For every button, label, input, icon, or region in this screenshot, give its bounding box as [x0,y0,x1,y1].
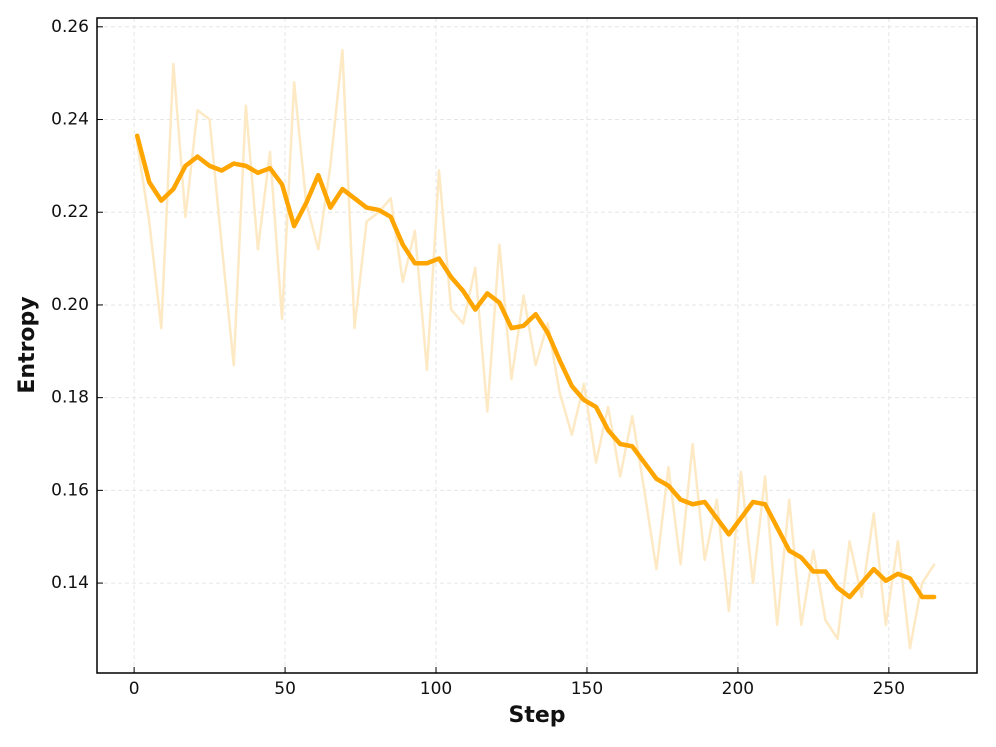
plot-frame [96,17,978,674]
y-tick-label: 0.24 [51,110,89,130]
x-tick-label: 50 [274,679,296,699]
y-tick-label: 0.16 [51,480,89,500]
series-line [134,133,937,600]
x-tick-label: 150 [571,679,603,699]
y-tick-label: 0.14 [51,573,89,593]
x-tick-label: 100 [420,679,452,699]
y-tick-label: 0.26 [51,17,89,37]
x-axis-title: Step [508,703,565,728]
series-line [135,48,936,650]
y-tick-label: 0.22 [51,202,89,222]
y-tick-label: 0.20 [51,295,89,315]
x-tick-label: 200 [722,679,754,699]
x-tick-label: 250 [873,679,905,699]
y-axis-title: Entropy [15,296,40,393]
y-tick-label: 0.18 [51,388,89,408]
x-tick-label: 0 [129,679,140,699]
